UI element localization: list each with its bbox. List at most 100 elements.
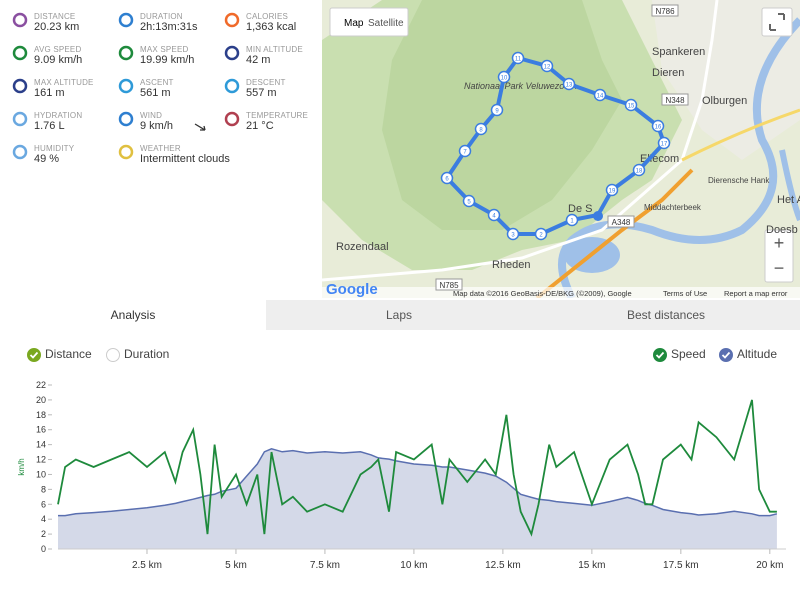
y-tick-label: 4 <box>41 514 46 524</box>
y-tick-label: 10 <box>36 469 46 479</box>
route-marker <box>474 122 488 136</box>
stat-value: 2h:13m:31s <box>140 21 198 33</box>
stat-icon <box>118 45 134 61</box>
y-tick-label: 8 <box>41 484 46 494</box>
y-tick-label: 0 <box>41 544 46 554</box>
start-pin <box>593 211 603 221</box>
stat-value: 561 m <box>140 87 171 99</box>
altitude-area <box>58 448 777 549</box>
icon-shape <box>12 12 28 28</box>
legend-item[interactable]: Duration <box>106 346 169 362</box>
x-tick-label: 7.5 km <box>310 560 340 571</box>
stat-label: TEMPERATURE <box>246 111 309 120</box>
map-button[interactable]: Map <box>344 18 364 29</box>
arrow <box>194 123 206 131</box>
icon-shape <box>118 78 134 94</box>
place-label: Spankeren <box>652 46 705 58</box>
speed-line <box>57 399 777 537</box>
stat-value: Intermittent clouds <box>140 153 230 165</box>
stat-label: MAX ALTITUDE <box>34 78 94 87</box>
icon-shape <box>224 12 240 28</box>
stat-value: 21 °C <box>246 120 274 132</box>
wind-arrow <box>194 123 206 131</box>
stat-label: MAX SPEED <box>140 45 189 54</box>
legend-check <box>27 347 41 362</box>
zoom-out[interactable]: − <box>774 258 785 278</box>
stat-label: WIND <box>140 111 163 120</box>
icon-shape <box>224 45 240 61</box>
tab-bar: Analysis Laps Best distances <box>0 300 800 330</box>
place-label: Nationaal Park Veluwezoom <box>464 81 577 91</box>
place-label: Rheden <box>492 259 531 271</box>
x-tick-label: 15 km <box>578 560 605 571</box>
icon-shape <box>12 45 28 61</box>
attribution: Map data ©2016 GeoBasis-DE/BKG (©2009), … <box>453 289 632 298</box>
zoom-in[interactable]: + <box>774 233 785 253</box>
park <box>382 0 622 230</box>
icon-shape <box>118 45 134 61</box>
tab[interactable]: Best distances <box>626 308 706 322</box>
marker-label: 16 <box>655 125 662 131</box>
stat-value: 19.99 km/h <box>140 54 195 66</box>
marker-label: 13 <box>566 83 573 89</box>
stat-icon <box>118 111 134 127</box>
y-tick-label: 22 <box>36 380 46 390</box>
y-tick-label: 16 <box>36 425 46 435</box>
fullscreen-button[interactable] <box>761 7 793 37</box>
map[interactable]: + − Map SatelliteSpankerenDierenOlburgenE… <box>322 0 800 298</box>
stat-icon <box>12 78 28 94</box>
marker-label: 1 <box>570 219 574 225</box>
stat-value: 42 m <box>246 54 271 66</box>
stat-value: 49 % <box>34 153 60 165</box>
marker-label: 9 <box>495 109 499 115</box>
route-marker <box>497 70 511 84</box>
check-mark <box>721 351 731 359</box>
stat-icon <box>224 78 240 94</box>
icon-shape <box>118 144 134 160</box>
legend-item[interactable]: Speed <box>653 346 706 362</box>
stat-icon <box>224 12 240 28</box>
legend-check <box>719 347 733 362</box>
stat-label: MIN ALTITUDE <box>246 45 303 54</box>
marker-label: 10 <box>501 76 508 82</box>
road-label: A348 <box>612 218 631 227</box>
map-button[interactable]: Satellite <box>368 18 404 29</box>
stat-value: 161 m <box>34 87 65 99</box>
road-label: N786 <box>655 7 675 16</box>
route-marker <box>651 119 665 133</box>
route-marker <box>506 227 520 241</box>
marker-label: 6 <box>445 177 449 183</box>
tab[interactable]: Laps <box>385 308 413 322</box>
check-circle <box>653 347 667 362</box>
tab[interactable]: Analysis <box>0 300 266 330</box>
legend-item[interactable]: Altitude <box>719 346 777 362</box>
x-tick-label: 10 km <box>400 560 427 571</box>
place-label: Dieren <box>652 67 684 79</box>
y-tick-label: 2 <box>41 529 46 539</box>
stat-icon <box>12 111 28 127</box>
highway <box>535 168 694 298</box>
legend-item[interactable]: Distance <box>27 346 92 362</box>
marker-label: 18 <box>636 169 643 175</box>
icon-shape <box>224 78 240 94</box>
road-label: N348 <box>665 96 685 105</box>
stat-icon <box>224 45 240 61</box>
stat-icon <box>12 12 28 28</box>
map-link[interactable]: Terms of Use <box>663 289 707 298</box>
stat-icon <box>224 111 240 127</box>
marker-label: 2 <box>539 233 543 239</box>
y-tick-label: 18 <box>36 410 46 420</box>
stat-value: 9.09 km/h <box>34 54 83 66</box>
map-link[interactable]: Report a map error <box>724 289 788 298</box>
icon-shape <box>118 111 134 127</box>
chart: 0 2 4 6 8 10 12 14 16 18 20 22 km/h 2.5 km 5 km 7.5 km 1… <box>17 380 786 571</box>
legend-text: Duration <box>124 347 170 361</box>
route-marker <box>458 144 472 158</box>
icon-shape <box>224 111 240 127</box>
check-mark <box>655 351 665 359</box>
google-logo: Google <box>326 281 378 298</box>
marker-label: 19 <box>609 189 616 195</box>
stat-label: AVG SPEED <box>34 45 82 54</box>
route-marker <box>534 227 548 241</box>
icon-shape <box>12 111 28 127</box>
